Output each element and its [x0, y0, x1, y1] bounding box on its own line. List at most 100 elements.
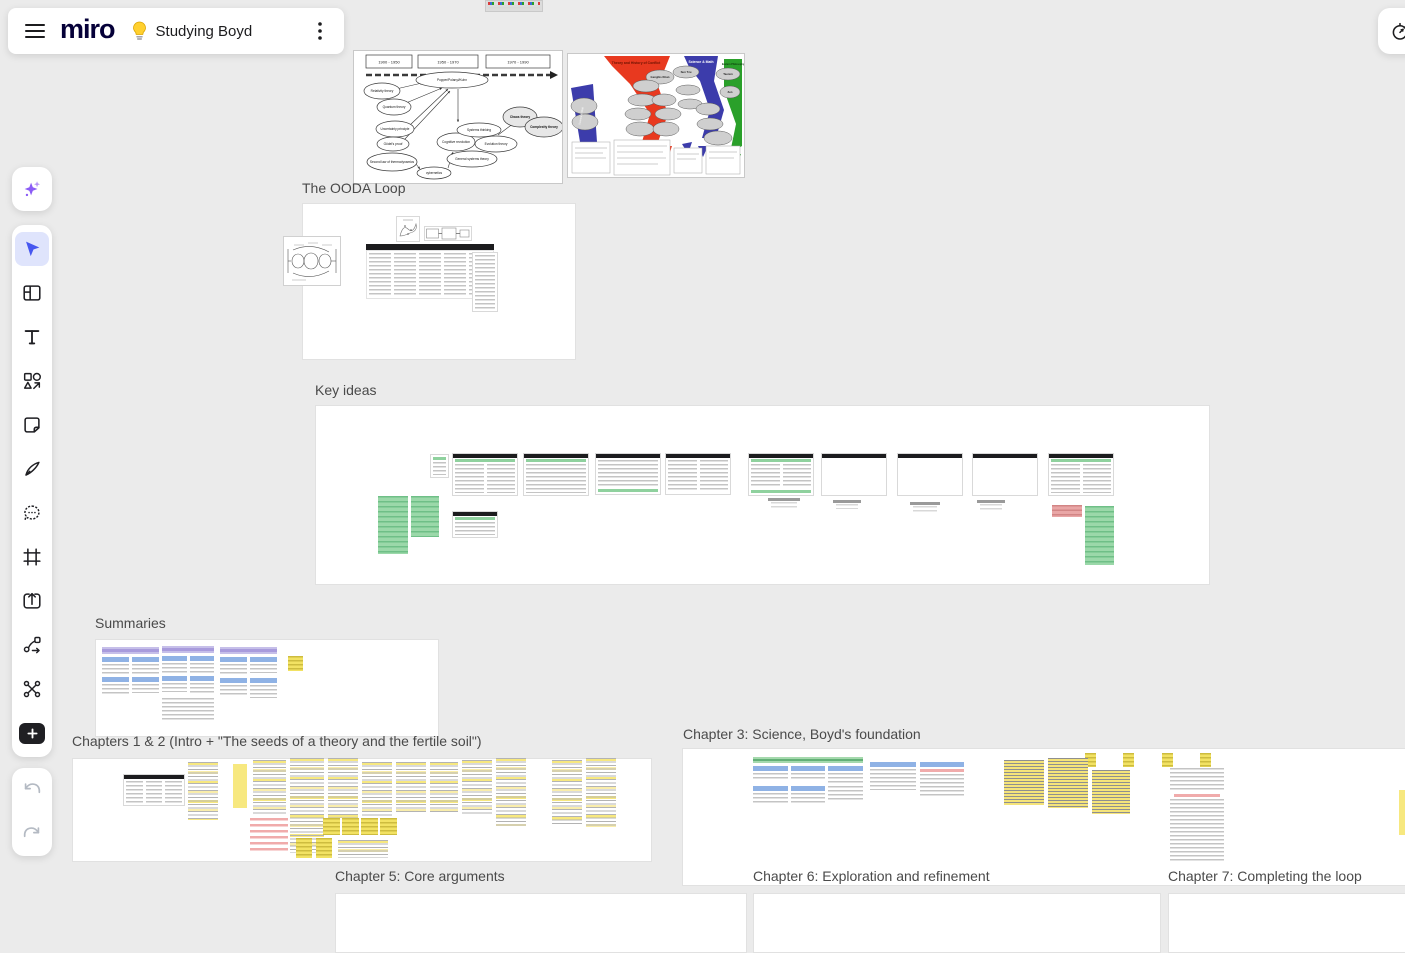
paragraph-text-block[interactable] — [1265, 770, 1373, 828]
yellow-sticky-note[interactable] — [342, 818, 359, 835]
select-tool-button[interactable] — [12, 227, 52, 271]
board-object-thumbnail[interactable] — [920, 762, 964, 798]
frame-label-chapter-7[interactable]: Chapter 7: Completing the loop — [1168, 868, 1362, 884]
red-sticky-note[interactable] — [1052, 505, 1082, 517]
board-object-thumbnail[interactable] — [250, 818, 288, 854]
yellow-sticky-note[interactable] — [361, 818, 378, 835]
redo-button[interactable] — [12, 812, 52, 856]
board-object-thumbnail[interactable] — [338, 840, 388, 858]
caption-text[interactable] — [977, 500, 1005, 513]
frame-label-key-ideas[interactable]: Key ideas — [315, 382, 377, 398]
board-object-thumbnail[interactable] — [552, 760, 582, 826]
key-idea-doc[interactable] — [1048, 453, 1114, 496]
templates-tool-button[interactable] — [12, 271, 52, 315]
green-sticky-note[interactable] — [411, 496, 439, 537]
miro-logo[interactable]: miro — [60, 14, 116, 44]
upload-tool-button[interactable] — [12, 579, 52, 623]
board-object-thumbnail[interactable] — [362, 762, 392, 818]
yellow-sticky-note[interactable] — [1399, 790, 1405, 835]
summary-group[interactable] — [220, 647, 277, 712]
green-sticky-note[interactable] — [378, 496, 408, 554]
board-object-thumbnail[interactable] — [620, 764, 646, 804]
yellow-sticky-note[interactable] — [288, 656, 303, 671]
yellow-sticky-note[interactable] — [316, 838, 332, 858]
yellow-sticky-note[interactable] — [233, 764, 247, 808]
connector-tool-button[interactable] — [12, 623, 52, 667]
key-idea-doc[interactable] — [821, 453, 887, 496]
caption-text[interactable] — [910, 502, 940, 513]
key-idea-doc[interactable] — [665, 453, 731, 495]
conflict-sources-map-image[interactable]: Theory and History of Conflict Science &… — [567, 53, 745, 178]
comment-tool-button[interactable] — [12, 491, 52, 535]
board-object-thumbnail[interactable] — [968, 760, 1000, 810]
board-object-thumbnail[interactable] — [1170, 768, 1224, 863]
green-sticky-note[interactable] — [1085, 506, 1114, 565]
frame-label-chapter-3[interactable]: Chapter 3: Science, Boyd's foundation — [683, 726, 921, 742]
board-object-thumbnail[interactable] — [870, 762, 916, 790]
timer-button[interactable] — [1378, 8, 1405, 54]
board-object-thumbnail[interactable] — [424, 226, 472, 241]
add-apps-button[interactable] — [12, 711, 52, 755]
shapes-tool-button[interactable] — [12, 359, 52, 403]
yellow-sticky-note[interactable] — [1162, 753, 1173, 767]
key-idea-doc[interactable] — [748, 453, 814, 496]
summary-group[interactable] — [102, 647, 159, 707]
frame-label-chapter-5[interactable]: Chapter 5: Core arguments — [335, 868, 505, 884]
ai-assistant-button[interactable] — [12, 167, 52, 211]
board-options-button[interactable] — [308, 16, 332, 46]
key-idea-doc[interactable] — [972, 453, 1038, 496]
key-idea-doc[interactable] — [523, 453, 589, 496]
ooda-loop-diagram-card[interactable] — [283, 236, 341, 286]
mindmap-tool-button[interactable] — [12, 667, 52, 711]
board-object-thumbnail[interactable] — [430, 762, 458, 812]
board-object-thumbnail[interactable] — [520, 765, 548, 817]
board-object-thumbnail[interactable] — [753, 757, 864, 815]
board-object-thumbnail[interactable] — [485, 0, 543, 12]
key-idea-doc[interactable] — [595, 453, 661, 495]
board-object-thumbnail[interactable] — [253, 760, 286, 815]
key-idea-doc[interactable] — [897, 453, 963, 496]
yellow-sticky-note[interactable] — [323, 818, 340, 835]
board-object-thumbnail[interactable] — [1092, 770, 1130, 814]
frame-chapter-7[interactable] — [1168, 893, 1405, 953]
board-object-thumbnail[interactable] — [1048, 758, 1088, 808]
board-object-thumbnail[interactable] — [1004, 760, 1044, 805]
summary-group[interactable] — [162, 646, 214, 730]
yellow-sticky-note[interactable] — [380, 818, 397, 835]
pen-tool-button[interactable] — [12, 447, 52, 491]
undo-button[interactable] — [12, 768, 52, 812]
frame-label-summaries[interactable]: Summaries — [95, 615, 166, 631]
main-menu-button[interactable] — [20, 16, 50, 46]
board-object-thumbnail[interactable] — [496, 758, 526, 826]
caption-text[interactable] — [833, 500, 861, 510]
board-object-thumbnail[interactable] — [396, 762, 426, 814]
frame-label-chapter-6[interactable]: Chapter 6: Exploration and refinement — [753, 868, 990, 884]
board-object-thumbnail[interactable] — [123, 774, 185, 806]
yellow-sticky-note[interactable] — [1085, 753, 1096, 767]
science-concept-map-image[interactable]: 1900 - 1950 1950 - 1970 1970 - 1990 — [353, 50, 563, 184]
key-idea-doc[interactable] — [452, 453, 518, 496]
frame-chapter-5[interactable] — [335, 893, 747, 953]
sticky-note-tool-button[interactable] — [12, 403, 52, 447]
frame-chapter-6[interactable] — [753, 893, 1161, 953]
board-object-thumbnail[interactable] — [188, 762, 218, 820]
board-object-thumbnail[interactable] — [1134, 766, 1168, 820]
key-idea-doc[interactable] — [430, 454, 449, 478]
yellow-sticky-note[interactable] — [1200, 753, 1211, 767]
board-object-thumbnail[interactable] — [396, 216, 420, 242]
board-object-thumbnail[interactable] — [133, 760, 173, 773]
board-object-thumbnail[interactable] — [290, 758, 324, 853]
yellow-sticky-note[interactable] — [296, 838, 312, 858]
board-object-thumbnail[interactable] — [462, 760, 492, 815]
frame-tool-button[interactable] — [12, 535, 52, 579]
board-object-thumbnail[interactable] — [586, 758, 616, 828]
key-idea-doc[interactable] — [452, 511, 498, 538]
board-object-thumbnail[interactable] — [328, 758, 358, 818]
ooda-document-page[interactable] — [472, 252, 498, 312]
text-tool-button[interactable] — [12, 315, 52, 359]
frame-label-ooda[interactable]: The OODA Loop — [302, 180, 406, 196]
yellow-sticky-note[interactable] — [1123, 753, 1134, 767]
caption-text[interactable] — [768, 498, 800, 510]
board-title[interactable]: Studying Boyd — [155, 22, 253, 40]
